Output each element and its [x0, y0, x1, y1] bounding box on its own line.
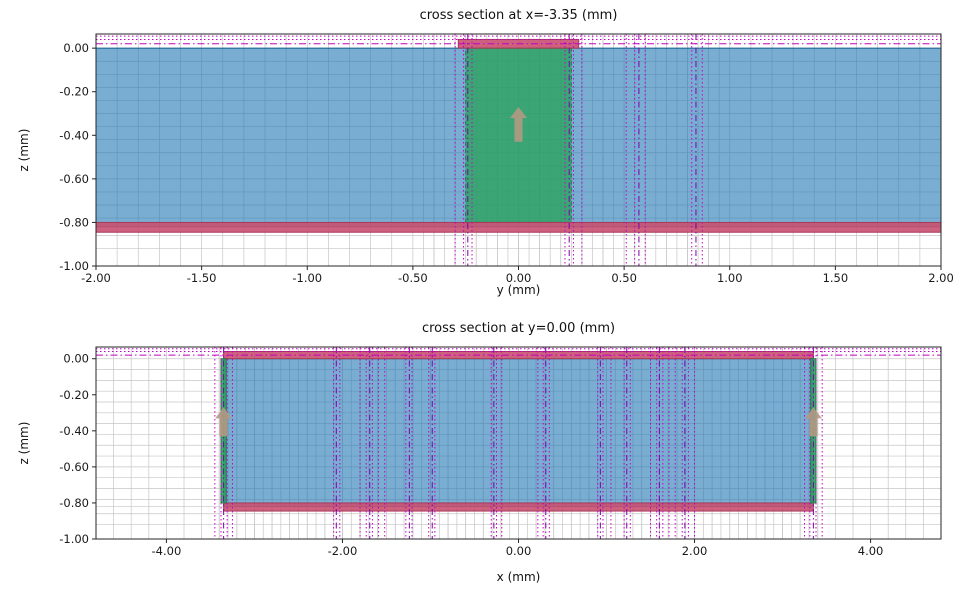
y-tick-label: -0.40 [59, 424, 89, 438]
y-tick-label: -0.60 [59, 460, 89, 474]
excitation-arrow-icon [510, 107, 527, 142]
y-tick-label: 0.00 [63, 41, 89, 55]
x-tick-label: 0.00 [506, 544, 532, 558]
x-tick-label: 4.00 [858, 544, 884, 558]
x-tick-label: -1.50 [187, 271, 217, 285]
x-tick-label: -2.00 [81, 271, 111, 285]
y-tick-label: -1.00 [59, 532, 89, 546]
x-tick-label: 2.00 [928, 271, 954, 285]
chart2-ylabel: z (mm) [17, 421, 31, 465]
chart2-title: cross section at y=0.00 (mm) [421, 321, 616, 336]
x-tick-label: -4.00 [152, 544, 182, 558]
excitation-arrow-icon [804, 407, 822, 437]
x-tick-label: 1.50 [823, 271, 849, 285]
subplot: -4.00 -2.00 0.00 2.00 4.00 0.00 -0.20 -0.40 -0.6… [59, 346, 942, 558]
region-metal-bottom [223, 502, 814, 512]
x-tick-label: -0.50 [398, 271, 428, 285]
y-tick-label: -0.20 [59, 388, 89, 402]
chart2-xlabel: x (mm) [496, 570, 541, 584]
excitation-arrow-icon [215, 407, 233, 437]
chart1-title: cross section at x=-3.35 (mm) [419, 8, 618, 23]
x-tick-label: 2.00 [682, 544, 708, 558]
x-tick-label: -1.00 [292, 271, 322, 285]
x-tick-label: 1.00 [717, 271, 743, 285]
y-tick-label: -1.00 [59, 259, 89, 273]
y-tick-label: 0.00 [63, 352, 89, 366]
y-tick-label: -0.20 [59, 85, 89, 99]
x-tick-label: 0.00 [506, 271, 532, 285]
x-tick-label: 0.50 [611, 271, 637, 285]
y-tick-label: -0.80 [59, 496, 89, 510]
chart1-xlabel: y (mm) [496, 283, 541, 297]
subplot: -2.00 -1.50 -1.00 -0.50 0.00 0.50 1.00 1.50 2.00… [59, 33, 954, 285]
region-substrate [223, 358, 814, 508]
region-metal-bottom [95, 221, 942, 233]
y-tick-label: -0.80 [59, 215, 89, 229]
x-tick-label: -2.00 [328, 544, 358, 558]
chart1-ylabel: z (mm) [17, 128, 31, 172]
y-tick-label: -0.60 [59, 172, 89, 186]
y-tick-label: -0.40 [59, 128, 89, 142]
